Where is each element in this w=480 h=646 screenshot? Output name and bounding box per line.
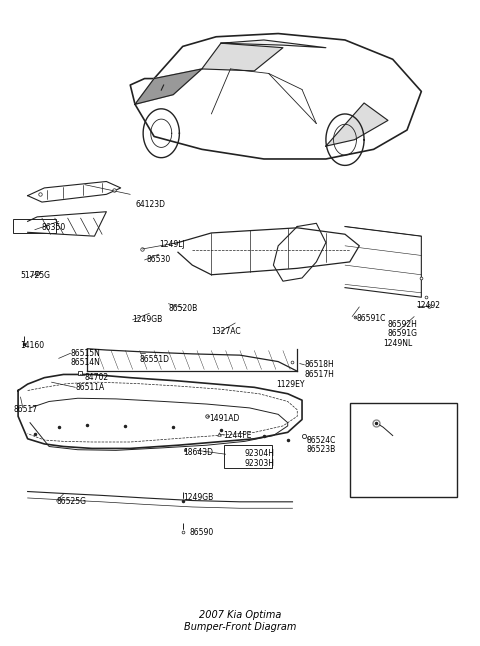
- Text: 86511A: 86511A: [75, 383, 105, 392]
- Text: 86523B: 86523B: [307, 445, 336, 454]
- FancyBboxPatch shape: [13, 219, 56, 233]
- Text: 51725G: 51725G: [21, 271, 50, 280]
- Text: 92304H: 92304H: [245, 449, 275, 458]
- Text: 18649A: 18649A: [402, 436, 430, 442]
- Text: 86515N: 86515N: [71, 349, 100, 358]
- Text: 86517H: 86517H: [304, 370, 334, 379]
- Text: (W/FOG LAMP): (W/FOG LAMP): [400, 417, 453, 424]
- Text: 86350: 86350: [42, 224, 66, 233]
- Text: 86525G: 86525G: [56, 497, 86, 506]
- Text: 86517: 86517: [13, 405, 37, 414]
- Text: 14160: 14160: [21, 341, 45, 350]
- Polygon shape: [135, 69, 202, 104]
- Text: 86524C: 86524C: [307, 435, 336, 444]
- Text: 86514N: 86514N: [71, 359, 100, 368]
- Text: 86591C: 86591C: [357, 314, 386, 323]
- Text: 92201: 92201: [383, 484, 406, 491]
- Text: 92202: 92202: [383, 475, 405, 482]
- FancyBboxPatch shape: [224, 444, 273, 468]
- Text: 64123D: 64123D: [135, 200, 165, 209]
- Text: 86520B: 86520B: [168, 304, 198, 313]
- Text: 1249GB: 1249GB: [183, 494, 213, 503]
- Text: 86591G: 86591G: [388, 329, 418, 339]
- Text: 1244FE: 1244FE: [223, 431, 252, 440]
- Text: 84702: 84702: [85, 373, 109, 382]
- Text: 1249GB: 1249GB: [132, 315, 163, 324]
- Text: 12492: 12492: [417, 301, 441, 310]
- FancyBboxPatch shape: [350, 403, 457, 497]
- Polygon shape: [202, 43, 283, 71]
- Text: 86518H: 86518H: [304, 360, 334, 370]
- Text: 1129EY: 1129EY: [276, 380, 304, 389]
- Text: 1249NL: 1249NL: [383, 339, 412, 348]
- Text: 1491AD: 1491AD: [209, 413, 240, 422]
- Text: 92303H: 92303H: [245, 459, 275, 468]
- Text: 91214B: 91214B: [378, 448, 406, 455]
- Text: 86551D: 86551D: [140, 355, 170, 364]
- Text: 1327AC: 1327AC: [211, 327, 241, 336]
- Text: 2007 Kia Optima
Bumper-Front Diagram: 2007 Kia Optima Bumper-Front Diagram: [184, 610, 296, 632]
- Polygon shape: [326, 103, 388, 146]
- Text: 1249LJ: 1249LJ: [159, 240, 185, 249]
- Text: 86590: 86590: [190, 528, 214, 537]
- Text: 86530: 86530: [147, 255, 171, 264]
- Text: 18643D: 18643D: [183, 448, 213, 457]
- Polygon shape: [221, 40, 326, 48]
- Text: 86592H: 86592H: [388, 320, 418, 329]
